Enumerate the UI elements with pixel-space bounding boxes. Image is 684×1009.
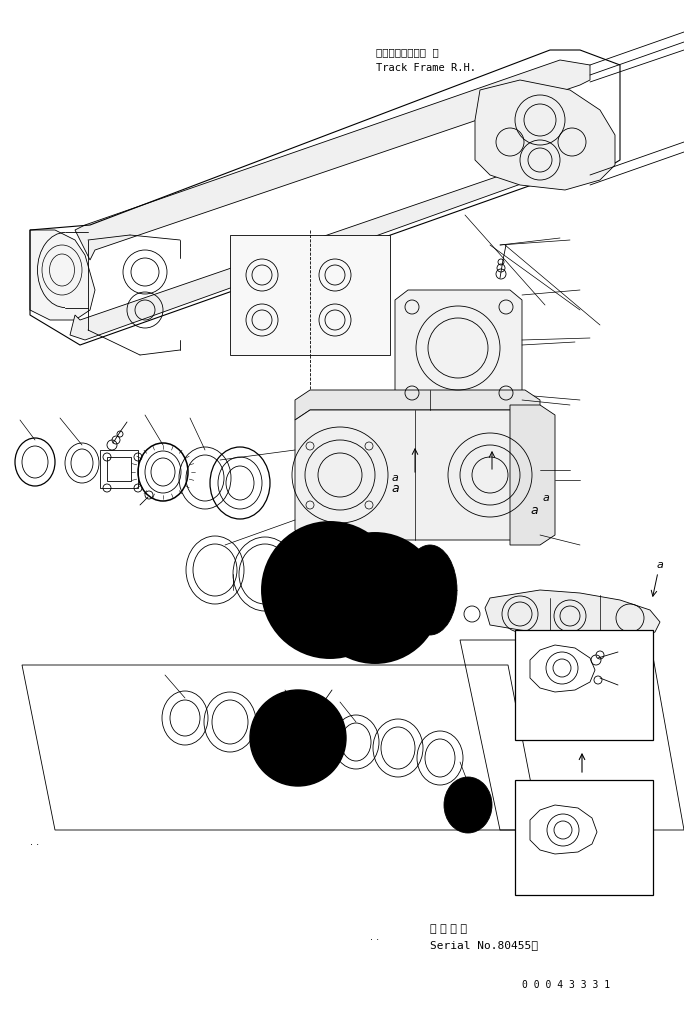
Polygon shape (295, 390, 540, 420)
Ellipse shape (444, 777, 492, 833)
Text: Track Frame R.H.: Track Frame R.H. (376, 63, 476, 73)
Circle shape (262, 522, 398, 658)
Text: 0 0 0 4 3 3 3 1: 0 0 0 4 3 3 3 1 (522, 980, 610, 990)
Ellipse shape (403, 545, 457, 635)
Text: a: a (543, 493, 550, 503)
Bar (100, 450, 138, 488)
Text: a: a (657, 560, 663, 570)
Bar (515, 780, 653, 895)
Polygon shape (75, 60, 590, 260)
Text: a: a (530, 503, 538, 517)
Text: Serial No.80455～: Serial No.80455～ (430, 940, 538, 950)
Bar (515, 630, 653, 740)
Polygon shape (30, 230, 95, 320)
Text: トラックフレーム  右: トラックフレーム 右 (376, 47, 438, 57)
Text: 適 用 号 機: 適 用 号 機 (430, 924, 467, 934)
Polygon shape (230, 235, 390, 355)
Polygon shape (70, 155, 590, 340)
Text: a: a (391, 481, 399, 494)
Text: a: a (391, 473, 399, 483)
Polygon shape (485, 590, 660, 638)
Polygon shape (510, 405, 555, 545)
Text: . .: . . (370, 932, 379, 942)
Polygon shape (295, 410, 540, 540)
Polygon shape (395, 290, 522, 405)
Circle shape (250, 690, 346, 786)
Polygon shape (475, 80, 615, 190)
Bar (107, 457, 131, 481)
Circle shape (310, 533, 440, 663)
Text: . .: . . (30, 837, 39, 847)
